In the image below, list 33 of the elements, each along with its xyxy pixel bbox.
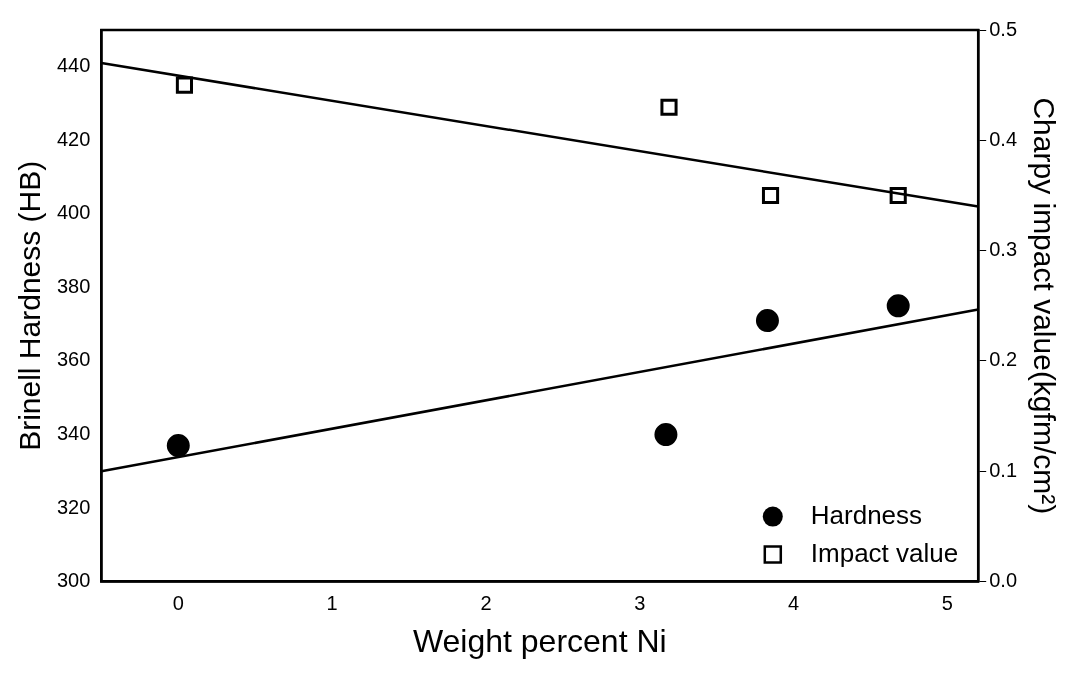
x-tick-label: 4 [788,592,800,615]
point [761,186,780,205]
x-tick-label: 3 [634,592,646,615]
y-tick-label: 400 [56,201,91,224]
legend-label: Impact value [810,537,959,568]
y-tick-label: 320 [56,495,91,518]
y-tick-label: 340 [56,422,91,445]
y2-tick-label: 0.4 [989,127,1018,150]
y2-tick-label: 0.5 [989,17,1018,40]
y2-axis-title: Charpy impact value(kgfm/cm²) [1027,97,1061,515]
point [886,294,910,318]
y2-tick-label: 0.3 [989,238,1018,261]
x-tick-label: 0 [172,592,184,615]
x-axis-title: Weight percent Ni [412,622,667,659]
y2-tick-label: 0.0 [989,569,1018,592]
y2-tick-label: 0.2 [989,348,1018,371]
point [166,434,190,458]
x-tick-label: 5 [941,592,953,615]
point [175,76,194,94]
y-tick-label: 440 [56,54,91,77]
point [654,423,678,447]
legend-label: Hardness [810,499,923,530]
y-axis-title: Brinell Hardness (HB) [13,160,47,451]
x-tick-label: 1 [326,592,338,615]
y2-tick-label: 0.1 [989,458,1018,481]
y-tick-label: 420 [56,127,91,150]
point [755,309,779,333]
y-tick-label: 300 [56,569,91,592]
point [660,98,678,116]
y-tick-label: 380 [56,274,91,297]
x-tick-label: 2 [480,592,492,615]
y-tick-label: 360 [56,348,91,371]
point [889,186,907,205]
